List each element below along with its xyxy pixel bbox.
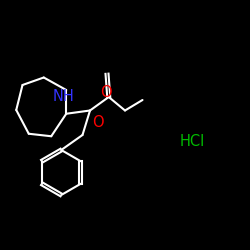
Text: O: O [92, 115, 103, 130]
Text: NH: NH [53, 89, 74, 104]
Text: HCl: HCl [180, 134, 205, 149]
Text: O: O [100, 85, 112, 100]
